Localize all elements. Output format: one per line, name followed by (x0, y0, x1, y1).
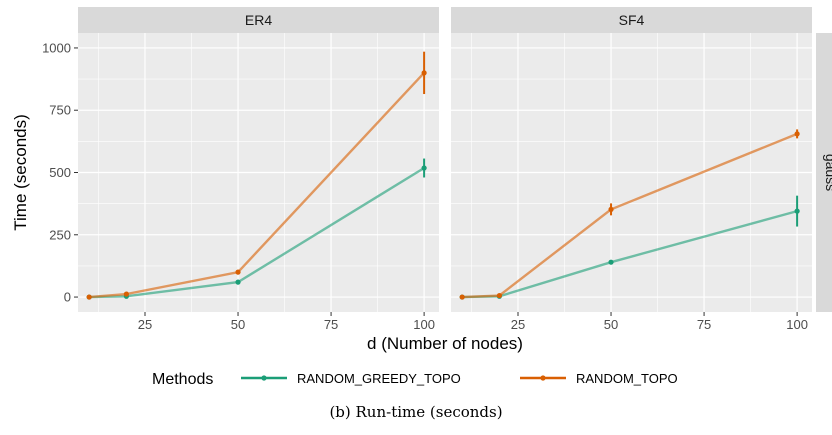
legend-label: RANDOM_TOPO (576, 371, 678, 386)
legend-key-point (261, 375, 267, 381)
data-point (235, 269, 241, 275)
data-point (459, 294, 465, 300)
y-tick-label: 500 (49, 165, 71, 180)
x-tick-label: 25 (511, 317, 525, 332)
data-point (608, 259, 614, 265)
panel-strip (451, 7, 812, 33)
x-tick-label: 75 (324, 317, 338, 332)
series-line (462, 132, 798, 299)
data-point (608, 206, 614, 212)
legend-title: Methods (152, 371, 213, 388)
legend-label: RANDOM_GREEDY_TOPO (297, 371, 461, 386)
y-tick-label: 250 (49, 227, 71, 242)
figure-caption: (b) Run-time (seconds) (329, 403, 503, 421)
data-point (86, 294, 92, 300)
y-tick-label: 750 (49, 103, 71, 118)
panel-strip (78, 7, 439, 33)
row-strip-label: gauss (823, 154, 832, 191)
data-point (421, 70, 427, 76)
y-tick-label: 0 (64, 290, 71, 305)
x-tick-label: 75 (697, 317, 711, 332)
legend-key-point (540, 375, 546, 381)
data-point (123, 291, 129, 297)
x-tick-label: 100 (413, 317, 435, 332)
data-point (794, 131, 800, 137)
data-point (496, 292, 502, 299)
series-line (89, 72, 425, 299)
x-tick-label: 100 (786, 317, 808, 332)
panel-title: SF4 (619, 12, 645, 28)
y-axis-title: Time (seconds) (11, 114, 30, 231)
y-tick-label: 1000 (42, 40, 71, 55)
x-tick-label: 50 (231, 317, 245, 332)
panel-title: ER4 (245, 12, 272, 28)
x-axis-title: d (Number of nodes) (367, 334, 523, 353)
x-tick-label: 25 (138, 317, 152, 332)
data-point (794, 208, 800, 214)
data-point (235, 279, 241, 285)
data-point (421, 165, 427, 171)
x-tick-label: 50 (604, 317, 618, 332)
row-strip (816, 33, 832, 312)
